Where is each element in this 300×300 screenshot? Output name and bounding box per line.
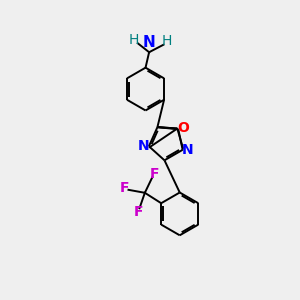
Text: N: N — [182, 143, 194, 157]
Text: O: O — [178, 121, 190, 135]
Text: H: H — [129, 33, 140, 47]
Text: F: F — [150, 167, 159, 182]
Text: H: H — [162, 34, 172, 48]
Text: F: F — [120, 181, 130, 195]
Text: F: F — [133, 206, 143, 219]
Text: N: N — [143, 35, 155, 50]
Text: N: N — [138, 139, 149, 153]
